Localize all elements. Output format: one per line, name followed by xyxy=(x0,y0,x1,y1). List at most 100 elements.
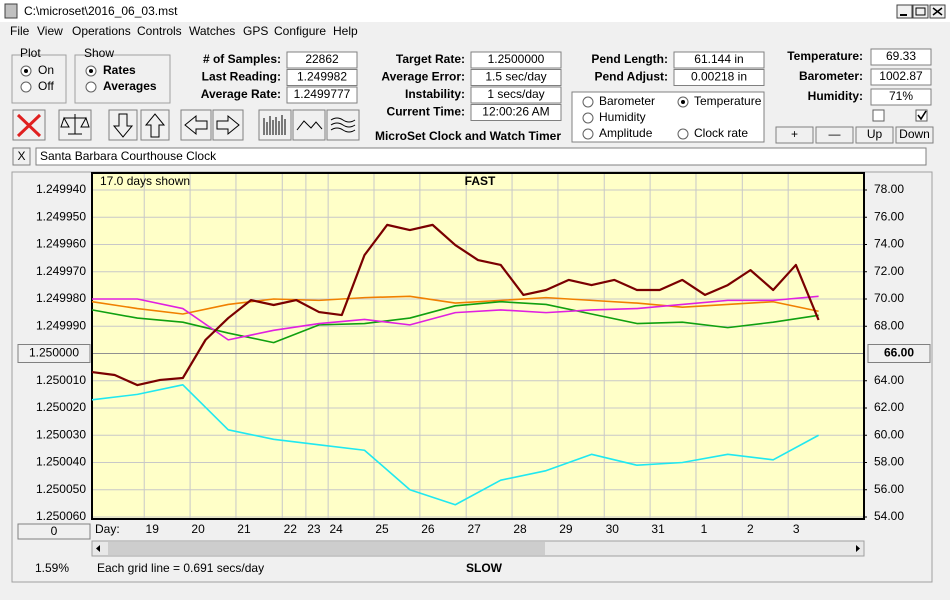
radio-button[interactable] xyxy=(582,112,594,124)
group-title: Show xyxy=(84,46,114,60)
radio-label: Averages xyxy=(103,79,157,93)
field-label: Current Time: xyxy=(387,105,465,119)
y-tick-label: 1.249940 xyxy=(36,182,86,196)
button[interactable] xyxy=(855,126,894,144)
legend-label[interactable]: Clock rate xyxy=(694,126,748,140)
y2-tick-label: 56.00 xyxy=(874,482,904,496)
button-label[interactable]: Up xyxy=(867,127,883,141)
center-right-label[interactable]: 66.00 xyxy=(884,346,914,360)
menu-item[interactable]: Help xyxy=(333,24,358,38)
radio-label: Off xyxy=(38,79,54,93)
menu-item[interactable]: Controls xyxy=(137,24,182,38)
menu-item[interactable]: Operations xyxy=(72,24,131,38)
field-value: 1.2499777 xyxy=(294,87,351,101)
x-tick-label: 1 xyxy=(701,522,708,536)
field-value: 69.33 xyxy=(886,49,916,63)
radio-label: Rates xyxy=(103,63,136,77)
x-tick-label: 20 xyxy=(191,522,205,536)
series-line xyxy=(91,384,819,506)
field-label: Pend Length: xyxy=(591,52,668,66)
legend-label[interactable]: Humidity xyxy=(599,110,646,124)
x-tick-label: 26 xyxy=(421,522,435,536)
checkbox[interactable] xyxy=(872,109,885,122)
y-tick-label: 1.249990 xyxy=(36,318,86,332)
field-box xyxy=(286,51,358,69)
button-label[interactable]: Down xyxy=(899,127,930,141)
field-box xyxy=(470,104,562,121)
window-title: C:\microset\2016_06_03.mst xyxy=(24,4,178,18)
y2-tick-label: 62.00 xyxy=(874,400,904,414)
series-line xyxy=(91,295,819,315)
menu-item[interactable]: Configure xyxy=(274,24,326,38)
x-tick-label: 27 xyxy=(468,522,482,536)
radio-dot xyxy=(681,100,685,104)
y-tick-label: 1.249970 xyxy=(36,264,86,278)
field-box xyxy=(870,68,932,86)
plot-area xyxy=(91,172,865,520)
button-label[interactable]: + xyxy=(791,127,798,141)
scroll-value[interactable]: 0 xyxy=(51,524,58,538)
radio-button[interactable] xyxy=(582,96,594,108)
y2-tick-label: 64.00 xyxy=(874,373,904,387)
maximize-glyph xyxy=(915,7,926,16)
menu-item[interactable]: View xyxy=(37,24,63,38)
button[interactable] xyxy=(775,126,814,144)
field-label: Barometer: xyxy=(799,69,863,83)
y-tick-label: 1.250030 xyxy=(36,427,86,441)
legend-label[interactable]: Temperature xyxy=(694,94,762,108)
x-tick-label: 3 xyxy=(793,522,800,536)
legend-label[interactable]: Barometer xyxy=(599,94,655,108)
radio-dot xyxy=(89,69,93,73)
y2-tick-label: 76.00 xyxy=(874,209,904,223)
scroll-value-button[interactable] xyxy=(17,523,91,540)
checkbox[interactable] xyxy=(915,109,928,122)
wave-icon xyxy=(296,120,323,131)
bars-icon xyxy=(263,115,286,135)
field-value: 12:00:26 AM xyxy=(482,105,549,119)
scrollbar xyxy=(91,540,865,557)
series-line xyxy=(92,295,819,341)
y-tick-label: 1.250010 xyxy=(36,373,86,387)
field-label: Humidity: xyxy=(808,89,863,103)
menu-item[interactable]: File xyxy=(10,24,30,38)
maximize-button[interactable] xyxy=(912,4,929,19)
chart-subtitle: 17.0 days shown xyxy=(100,174,190,188)
button[interactable] xyxy=(815,126,854,144)
center-right-button[interactable] xyxy=(867,344,931,363)
close-clock-button[interactable] xyxy=(12,147,31,166)
close-clock-label[interactable]: X xyxy=(17,149,25,163)
multi-wave-view-button[interactable] xyxy=(326,109,360,141)
legend-box xyxy=(571,91,765,143)
field-value: 61.144 in xyxy=(694,52,743,66)
center-rate-label[interactable]: 1.250000 xyxy=(29,346,79,360)
down-arrow-button[interactable] xyxy=(108,109,138,141)
center-rate-button[interactable] xyxy=(17,344,91,363)
minimize-button[interactable] xyxy=(896,4,913,19)
left-arrow-button[interactable] xyxy=(180,109,212,141)
title-bar xyxy=(0,0,950,22)
plot-group-box xyxy=(11,54,67,104)
x-tick-label: 29 xyxy=(559,522,573,536)
button-label[interactable]: — xyxy=(829,127,841,141)
radio-button[interactable] xyxy=(20,81,32,93)
scroll-thumb[interactable] xyxy=(108,542,545,555)
radio-dot xyxy=(24,69,28,73)
legend-label[interactable]: Amplitude xyxy=(599,126,653,140)
radio-button[interactable] xyxy=(582,128,594,140)
menu-item[interactable]: Watches xyxy=(189,24,235,38)
radio-button[interactable] xyxy=(85,81,97,93)
y-tick-label: 1.250020 xyxy=(36,400,86,414)
menu-item[interactable]: GPS xyxy=(243,24,268,38)
down-arrow-icon xyxy=(112,113,134,138)
field-label: Last Reading: xyxy=(202,70,281,84)
field-label: Target Rate: xyxy=(396,52,465,66)
right-arrow-button[interactable] xyxy=(212,109,244,141)
x-tick-label: 2 xyxy=(747,522,754,536)
balance-button[interactable] xyxy=(58,109,92,141)
radio-button[interactable] xyxy=(677,128,689,140)
button[interactable] xyxy=(895,126,934,144)
series-line xyxy=(91,223,820,387)
wave-view-button[interactable] xyxy=(292,109,326,141)
y2-tick-label: 78.00 xyxy=(874,182,904,196)
